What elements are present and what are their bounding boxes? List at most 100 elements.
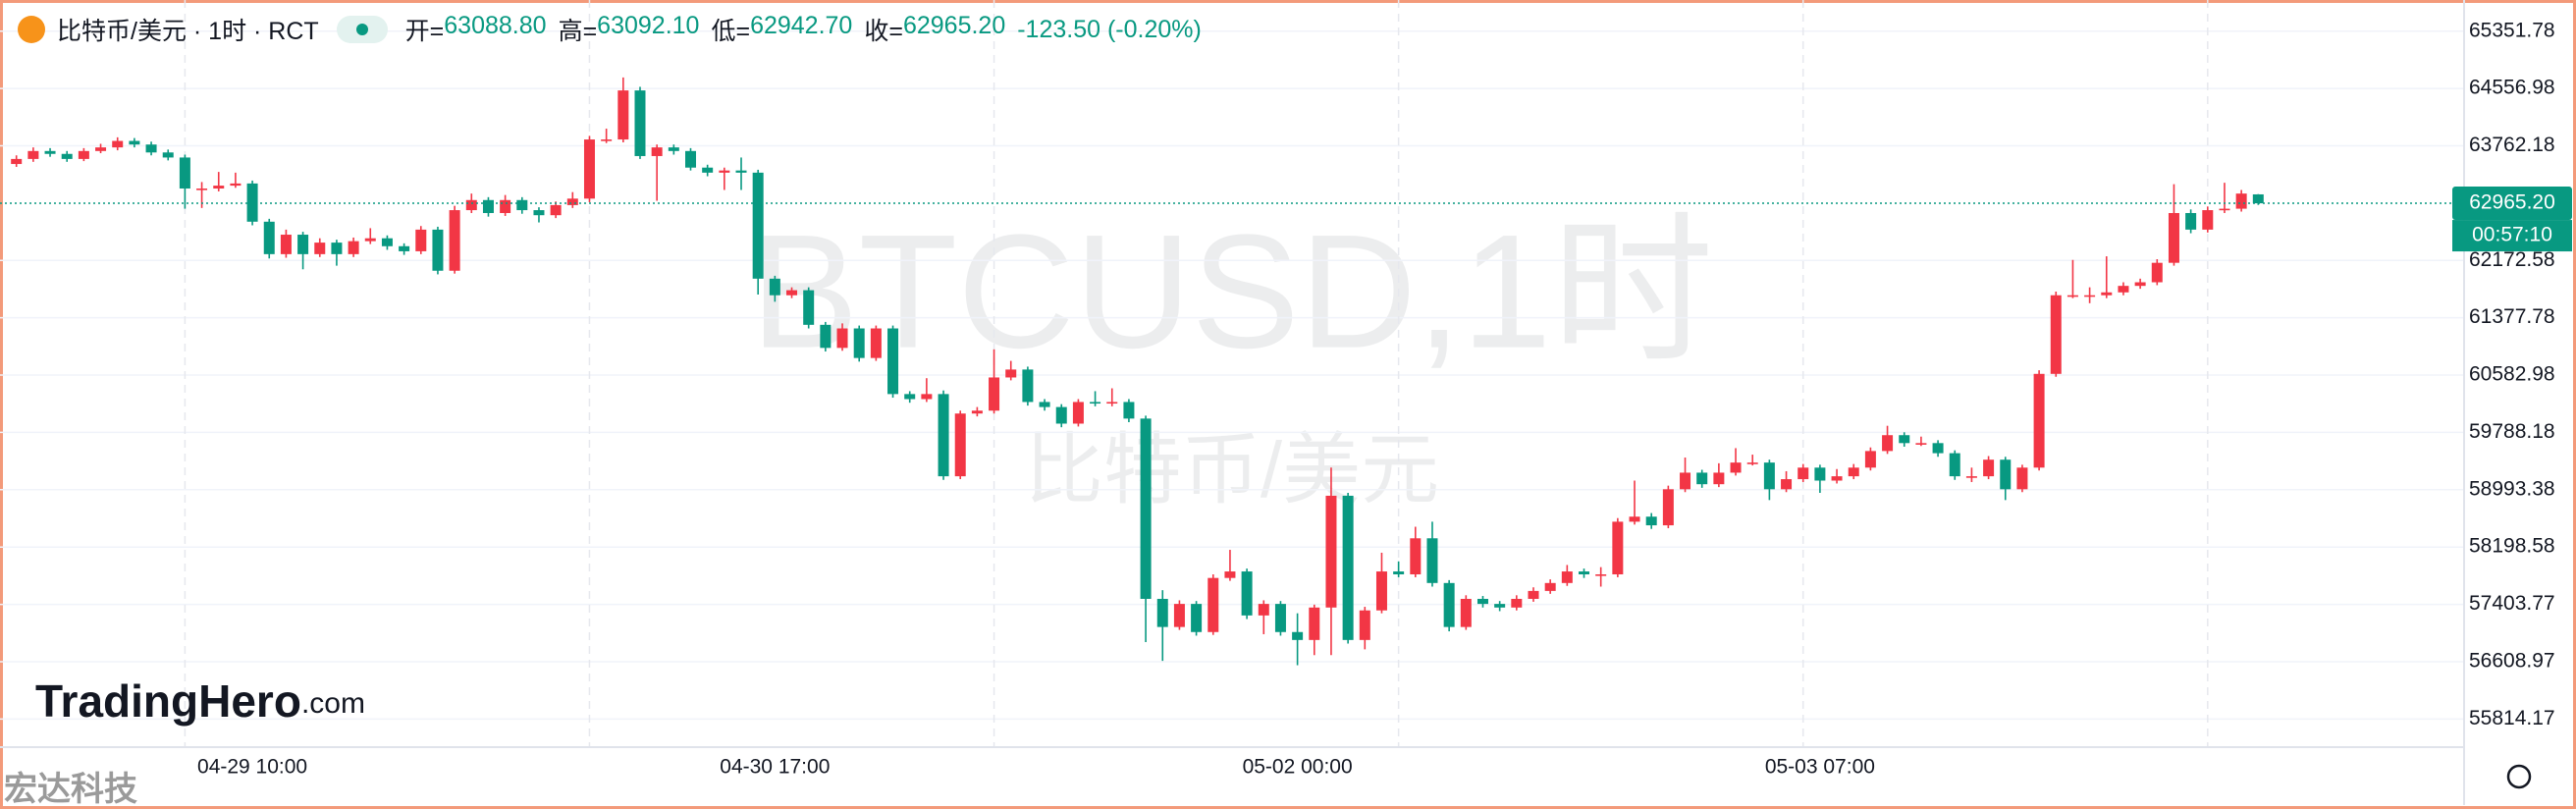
candle-body <box>1965 476 1977 478</box>
x-tick-label: 04-29 10:00 <box>197 756 307 779</box>
candle-body <box>1544 582 1556 591</box>
open-label: 开= <box>404 18 445 45</box>
candle-body <box>1662 489 1674 526</box>
x-tick-label: 04-30 17:00 <box>720 756 830 779</box>
candle-body <box>2101 292 2113 296</box>
watermark-sub: 比特币/美元 <box>1025 426 1439 513</box>
candle-body <box>1208 577 1219 632</box>
symbol: 比特币/美元 · 1时 · RCT <box>57 18 319 45</box>
candle-body <box>1309 607 1320 640</box>
low-label: 低= <box>711 18 751 45</box>
candle-body <box>1899 435 1910 444</box>
candle-body <box>634 90 646 156</box>
candle-body <box>1561 571 1573 583</box>
candle-body <box>1511 598 1523 608</box>
candle-body <box>11 158 23 165</box>
x-tick-label: 05-03 07:00 <box>1765 756 1875 779</box>
candle-body <box>601 139 613 141</box>
low-value: 62942.70 <box>750 12 853 39</box>
last-price-badge <box>2452 187 2572 221</box>
candle-body <box>769 278 780 296</box>
candle-body <box>1156 598 1168 627</box>
candle-body <box>853 328 865 358</box>
candle-body <box>735 170 747 173</box>
candle-body <box>1713 472 1725 485</box>
candle-body <box>1342 495 1354 640</box>
candle-body <box>1730 462 1742 473</box>
candle-body <box>314 243 326 254</box>
candle-body <box>27 150 39 159</box>
candle-body <box>263 221 275 254</box>
y-tick-label: 64556.98 <box>2469 77 2555 99</box>
high-label: 高= <box>558 18 598 45</box>
candle-body <box>1579 571 1590 575</box>
candle-body <box>432 229 444 271</box>
candle-body <box>651 147 663 156</box>
candle-body <box>1781 479 1793 490</box>
y-tick-label: 57403.77 <box>2469 592 2555 615</box>
candle-body <box>2050 295 2062 374</box>
candle-body <box>921 394 933 400</box>
countdown-label: 00:57:10 <box>2472 224 2552 246</box>
candle-body <box>1528 590 1539 599</box>
candle-body <box>904 394 916 400</box>
candle-body <box>1831 476 1843 481</box>
settings-icon[interactable] <box>2506 764 2532 789</box>
y-tick-label: 65351.78 <box>2469 19 2555 41</box>
candle-body <box>179 157 190 189</box>
candle-body <box>1476 598 1488 605</box>
y-tick-label: 59788.18 <box>2469 420 2555 443</box>
candle-body <box>1645 516 1657 526</box>
candle-body <box>1359 610 1370 640</box>
candle-body <box>1393 571 1405 575</box>
candle-body <box>465 199 477 211</box>
last-price-label: 62965.20 <box>2469 191 2555 214</box>
x-tick-label: 05-02 00:00 <box>1243 756 1353 779</box>
candle-body <box>415 229 427 251</box>
candle-body <box>95 147 107 151</box>
logo: TradingHero.com <box>35 675 365 727</box>
candle-body <box>112 140 124 148</box>
candle-body <box>162 152 174 158</box>
candle-body <box>1106 402 1118 404</box>
candle-body <box>1274 604 1286 632</box>
coin-icon <box>18 16 45 43</box>
candle-body <box>668 147 679 151</box>
candle-body <box>500 199 511 213</box>
candle-body <box>971 410 983 414</box>
candle-body <box>533 210 545 216</box>
candle-body <box>1090 402 1101 404</box>
y-tick-label: 61377.78 <box>2469 305 2555 328</box>
candle-body <box>1848 467 1859 477</box>
candle-body <box>1072 402 1084 424</box>
candle-body <box>2219 208 2230 211</box>
candle-body <box>719 170 730 173</box>
y-tick-label: 60582.98 <box>2469 363 2555 386</box>
candle-body <box>2252 193 2264 204</box>
candle-body <box>989 377 1000 411</box>
candle-body <box>381 238 393 246</box>
candle-body <box>1864 451 1876 468</box>
candle-body <box>196 189 208 190</box>
y-tick-label: 58198.58 <box>2469 535 2555 558</box>
open-value: 63088.80 <box>444 12 547 39</box>
status-pill[interactable] <box>336 16 388 43</box>
candle-body <box>820 324 832 349</box>
candle-body <box>1258 604 1269 616</box>
candle-body <box>1595 574 1607 576</box>
candle-body <box>1763 462 1775 490</box>
y-tick-label: 62172.58 <box>2469 248 2555 271</box>
candle-body <box>1915 443 1927 445</box>
candle-body <box>2235 193 2247 209</box>
candle-body <box>566 198 578 205</box>
candle-body <box>617 90 629 140</box>
candle-body <box>583 139 595 199</box>
candle-body <box>1932 443 1944 454</box>
candle-body <box>44 150 56 154</box>
high-value: 63092.10 <box>597 12 700 39</box>
candle-body <box>1814 467 1826 481</box>
candle-body <box>2134 282 2146 287</box>
candle-body <box>803 290 815 325</box>
change: -123.50 (-0.20%) <box>1017 15 1202 43</box>
